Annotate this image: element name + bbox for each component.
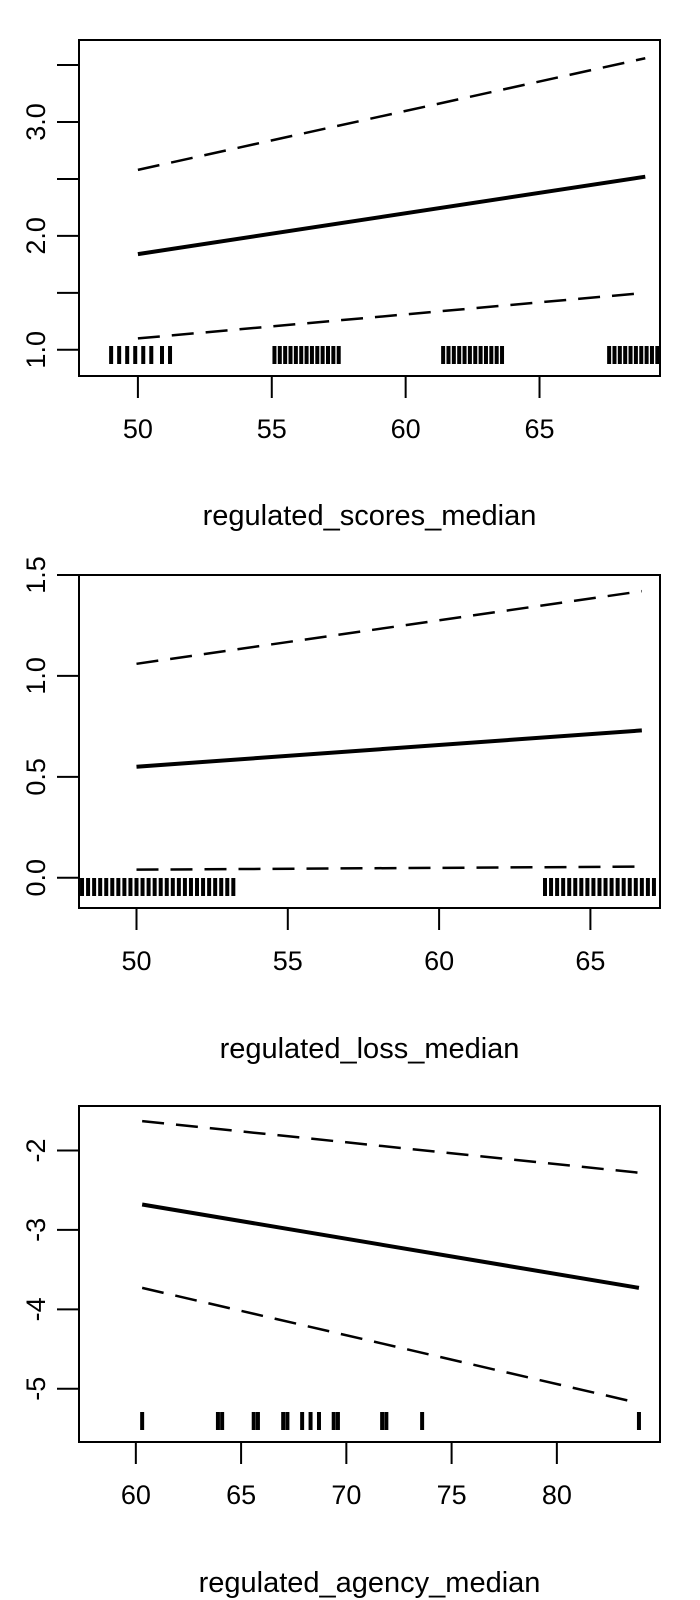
y-tick-label: 1.0: [21, 331, 51, 369]
x-tick-label: 65: [524, 414, 554, 444]
fit-line: [136, 728, 642, 769]
plot-frame: [78, 1105, 661, 1443]
confidence-band-line: [137, 291, 646, 340]
x-axis-title: regulated_scores_median: [203, 500, 537, 532]
y-tick-label: -5: [21, 1377, 51, 1401]
y-tick-label: 1.0: [21, 657, 51, 695]
confidence-band-line: [136, 865, 642, 871]
chart-panel-scores: 50 55 60 65 1.0 2.0 3.0 regulated_scores_median: [21, 39, 661, 532]
fit-line: [137, 174, 646, 257]
x-tick-label: 80: [542, 1480, 572, 1510]
x-tick-label: 55: [273, 946, 303, 976]
x-tick-label: 65: [226, 1480, 256, 1510]
x-tick-label: 50: [123, 414, 153, 444]
y-tick-label: 3.0: [21, 103, 51, 141]
y-tick-label: 0.5: [21, 758, 51, 796]
confidence-band-line: [142, 1119, 640, 1174]
x-tick-label: 50: [121, 946, 151, 976]
plot-frame: [78, 574, 661, 909]
confidence-band-line: [141, 1286, 640, 1405]
x-tick-label: 55: [257, 414, 287, 444]
x-axis-title: regulated_agency_median: [199, 1567, 541, 1599]
y-tick-label: 0.0: [21, 859, 51, 897]
x-tick-label: 60: [391, 414, 421, 444]
x-tick-label: 65: [575, 946, 605, 976]
plot-frame: [78, 39, 661, 377]
y-tick-label: -3: [21, 1218, 51, 1242]
y-tick-label: 2.0: [21, 217, 51, 255]
confidence-band-line: [137, 57, 646, 172]
x-axis-title: regulated_loss_median: [220, 1033, 520, 1065]
confidence-band-line: [136, 589, 643, 666]
x-tick-label: 75: [437, 1480, 467, 1510]
y-tick-label: 1.5: [21, 556, 51, 594]
fit-line: [141, 1202, 640, 1290]
y-tick-label: -4: [21, 1297, 51, 1321]
x-tick-label: 60: [424, 946, 454, 976]
y-tick-label: -2: [21, 1138, 51, 1162]
x-tick-label: 70: [331, 1480, 361, 1510]
chart-panel-agency: 60 65 70 75 80 -2 -3 -4 -5 regulated_agency_media…: [21, 1105, 661, 1599]
chart-panel-loss: 50 55 60 65 0.0 0.5 1.0 1.5 regulated_loss_media…: [21, 556, 661, 1065]
x-tick-label: 60: [121, 1480, 151, 1510]
